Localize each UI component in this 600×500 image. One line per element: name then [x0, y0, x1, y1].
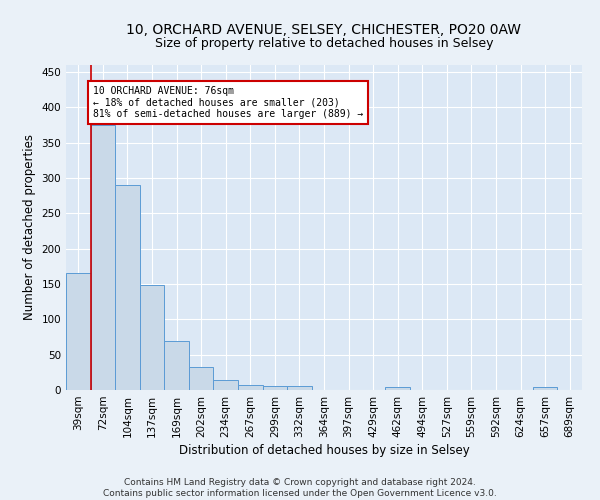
- Bar: [238, 385, 263, 390]
- Bar: [214, 380, 238, 390]
- Text: Contains HM Land Registry data © Crown copyright and database right 2024.
Contai: Contains HM Land Registry data © Crown c…: [103, 478, 497, 498]
- Bar: [91, 125, 115, 390]
- Bar: [164, 340, 189, 390]
- Bar: [189, 366, 214, 390]
- Text: 10 ORCHARD AVENUE: 76sqm
← 18% of detached houses are smaller (203)
81% of semi-: 10 ORCHARD AVENUE: 76sqm ← 18% of detach…: [93, 86, 363, 120]
- Bar: [385, 387, 410, 390]
- Text: 10, ORCHARD AVENUE, SELSEY, CHICHESTER, PO20 0AW: 10, ORCHARD AVENUE, SELSEY, CHICHESTER, …: [127, 22, 521, 36]
- Bar: [115, 185, 140, 390]
- X-axis label: Distribution of detached houses by size in Selsey: Distribution of detached houses by size …: [179, 444, 469, 457]
- Bar: [287, 386, 312, 390]
- Bar: [533, 387, 557, 390]
- Y-axis label: Number of detached properties: Number of detached properties: [23, 134, 36, 320]
- Bar: [263, 386, 287, 390]
- Bar: [66, 274, 91, 390]
- Text: Size of property relative to detached houses in Selsey: Size of property relative to detached ho…: [155, 38, 493, 51]
- Bar: [140, 286, 164, 390]
